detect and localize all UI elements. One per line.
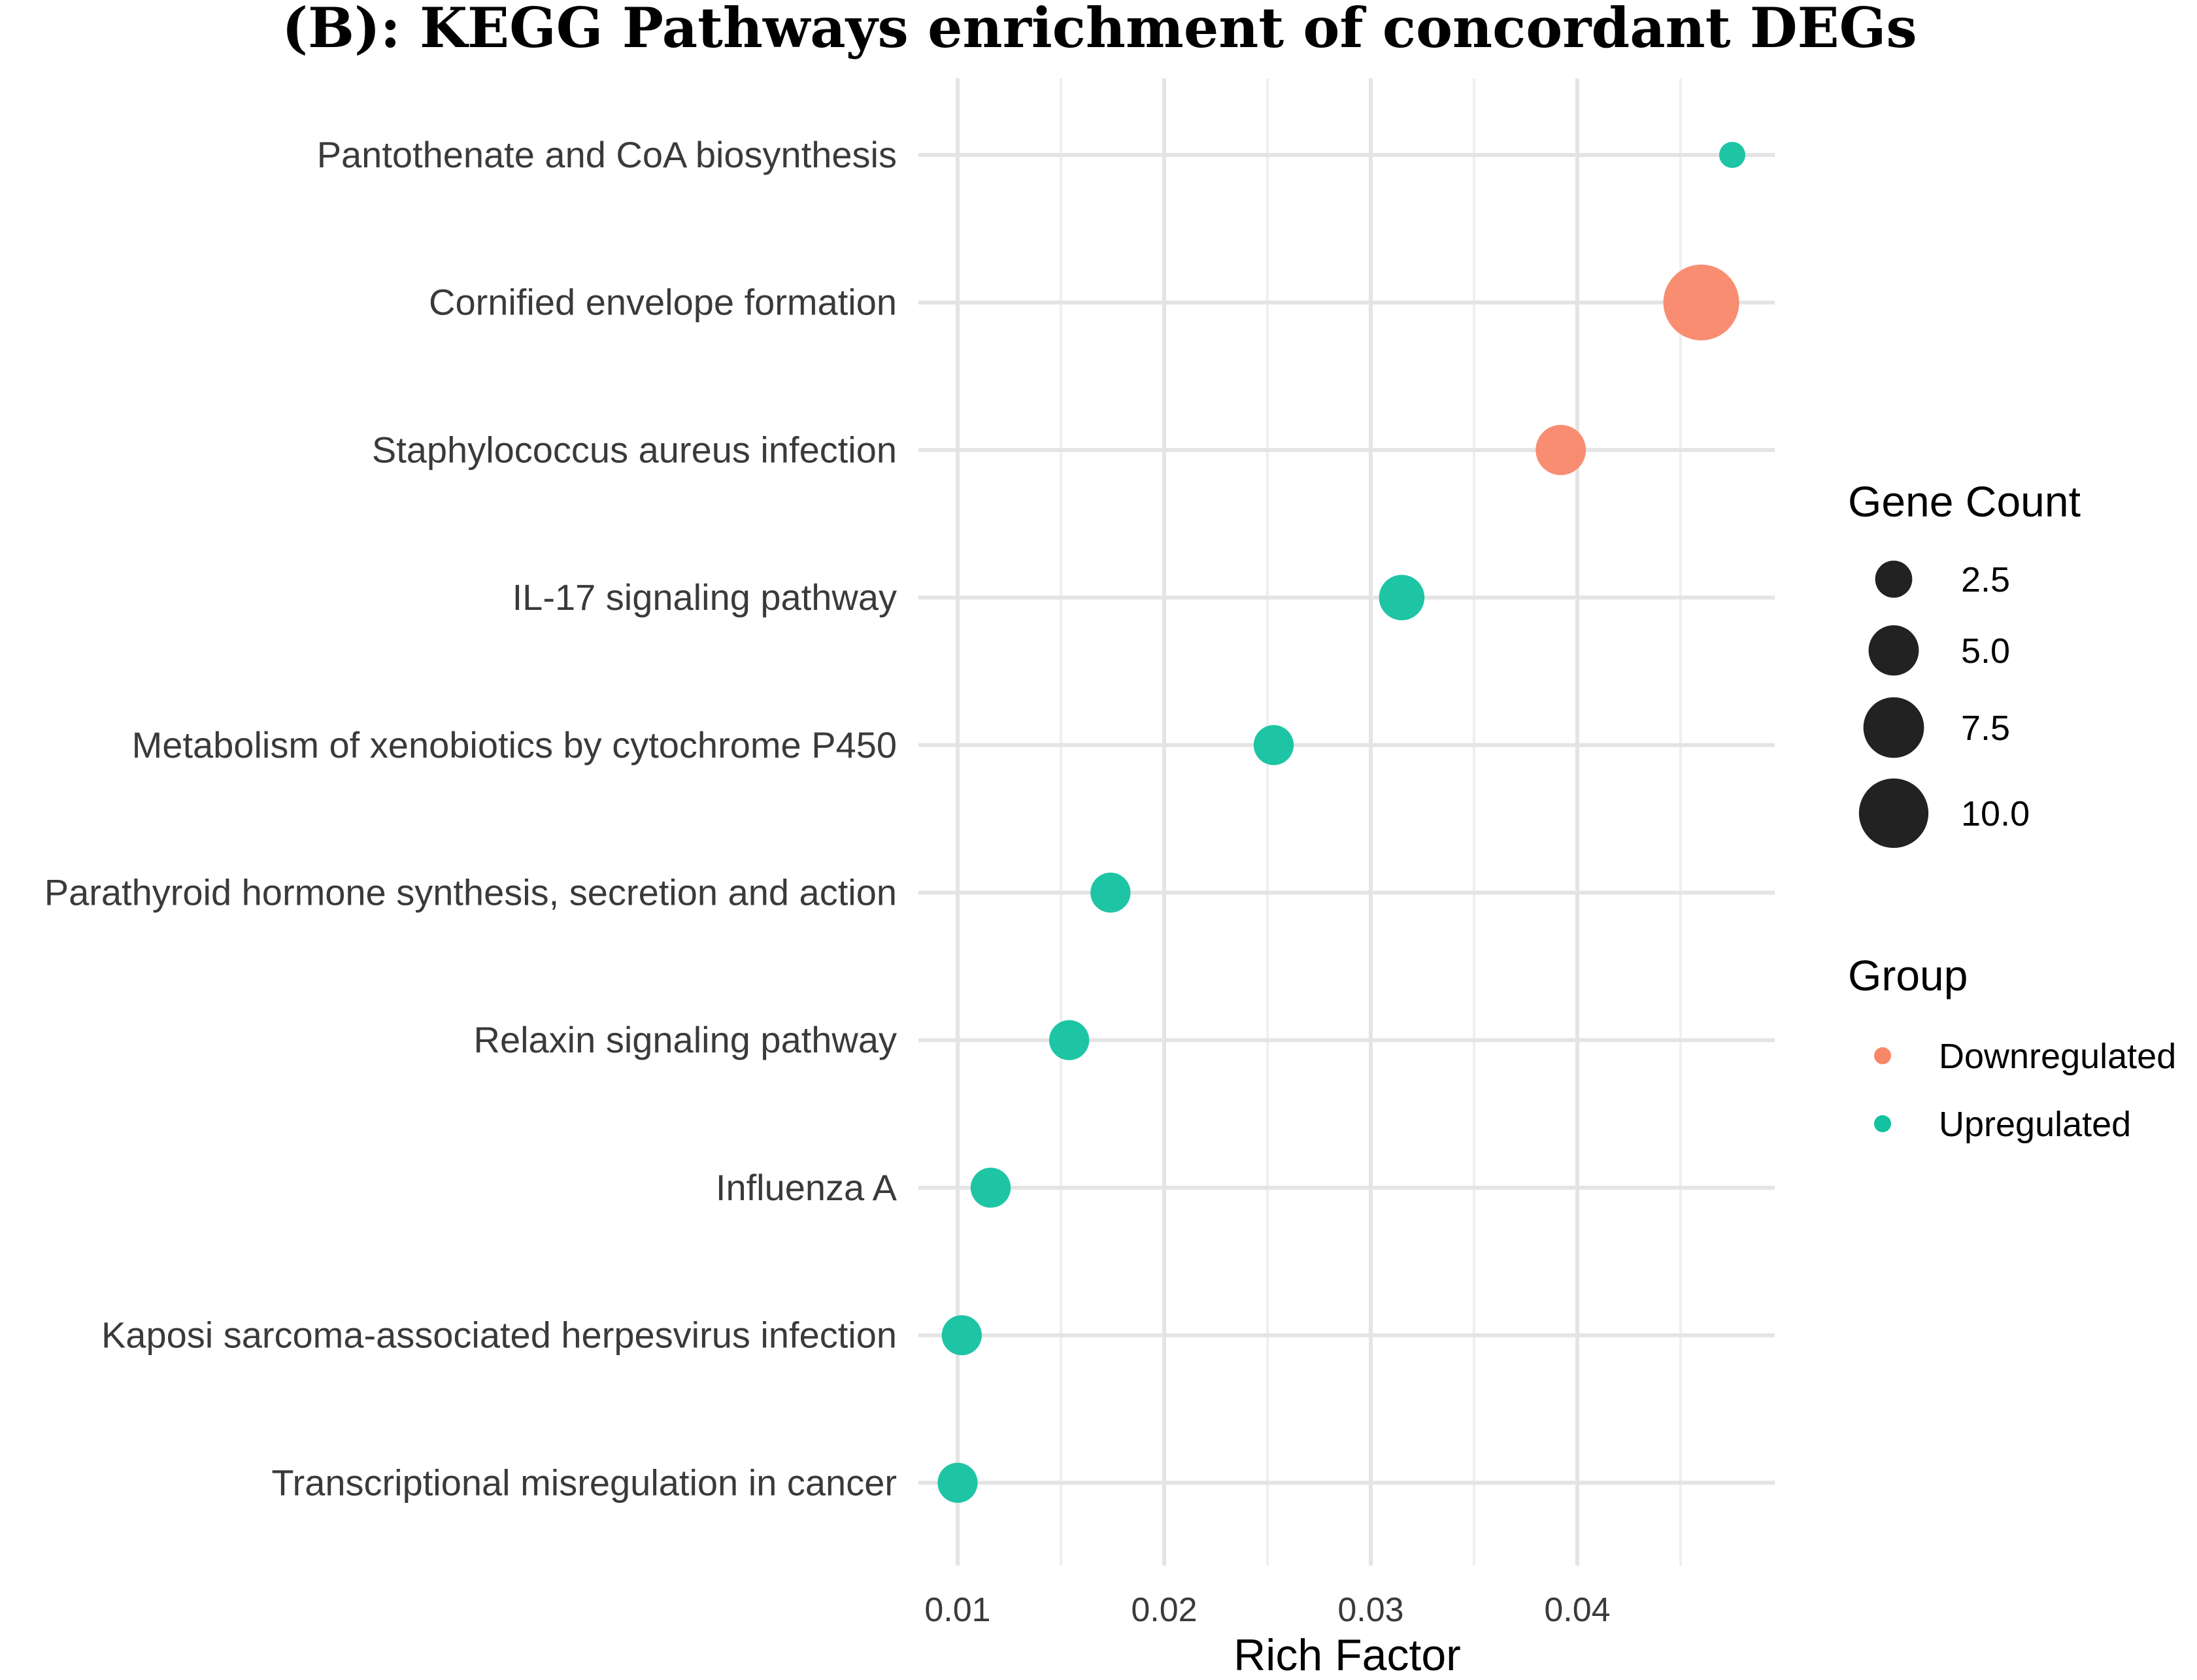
y-axis-labels: Pantothenate and CoA biosynthesis Cornifi… [44,134,897,1503]
grid [918,78,1775,1566]
size-legend-key [1875,560,1913,598]
color-legend: Group Downregulated Upregulated [1848,951,2176,1144]
chart-title: (B): KEGG Pathways enrichment of concord… [282,0,1917,60]
x-tick-label: 0.04 [1544,1591,1610,1629]
y-tick-label: Cornified envelope formation [429,282,897,323]
size-legend-label: 10.0 [1961,794,2030,833]
size-legend-label: 2.5 [1961,560,2010,599]
point-upregulated [1253,725,1294,765]
size-legend-label: 7.5 [1961,709,2010,748]
data-points [937,142,1745,1503]
point-upregulated [941,1315,982,1356]
point-upregulated [1379,575,1425,620]
y-tick-label: IL-17 signaling pathway [512,577,897,618]
y-tick-label: Pantothenate and CoA biosynthesis [317,134,897,175]
color-legend-label: Downregulated [1939,1037,2176,1076]
color-legend-title: Group [1848,951,1968,1000]
size-legend-key [1863,697,1924,758]
point-downregulated [1535,424,1586,475]
y-tick-label: Parathyroid hormone synthesis, secretion… [44,872,897,913]
size-legend-title: Gene Count [1848,477,2081,526]
size-legend-label: 5.0 [1961,631,2010,671]
point-upregulated [1719,142,1745,168]
x-axis-title: Rich Factor [1233,1630,1461,1680]
point-upregulated [1048,1020,1090,1060]
y-tick-label: Influenza A [716,1167,897,1208]
color-legend-key [1874,1115,1891,1132]
point-upregulated [1090,872,1131,913]
y-tick-label: Staphylococcus aureus infection [372,429,897,470]
size-legend-key [1868,625,1919,676]
y-tick-label: Kaposi sarcoma-associated herpesvirus in… [101,1315,897,1356]
point-upregulated [970,1168,1011,1208]
point-upregulated [937,1462,978,1503]
x-axis-tick-labels: 0.01 0.02 0.03 0.04 [924,1591,1610,1629]
y-tick-label: Transcriptional misregulation in cancer [271,1462,897,1503]
y-tick-label: Metabolism of xenobiotics by cytochrome … [132,724,897,765]
size-legend: Gene Count 2.5 5.0 7.5 10.0 [1848,477,2081,848]
color-legend-label: Upregulated [1939,1105,2131,1144]
color-legend-key [1874,1047,1891,1064]
size-legend-key [1858,778,1929,848]
point-downregulated [1663,264,1739,341]
x-tick-label: 0.03 [1337,1591,1403,1629]
x-tick-label: 0.01 [924,1591,990,1629]
x-tick-label: 0.02 [1131,1591,1197,1629]
y-tick-label: Relaxin signaling pathway [474,1019,897,1060]
